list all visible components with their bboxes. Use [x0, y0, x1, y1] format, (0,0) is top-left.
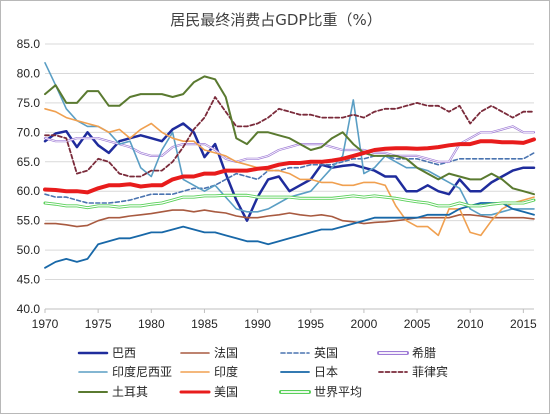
- y-tick-label: 50.0: [17, 243, 41, 257]
- y-tick-label: 40.0: [17, 302, 41, 316]
- y-tick-label: 85.0: [17, 37, 41, 51]
- series-line-6: [44, 108, 535, 237]
- legend-item: 世界平均: [279, 385, 362, 399]
- legend-item: 土耳其: [78, 385, 148, 399]
- x-tick-label: 2005: [404, 317, 431, 331]
- series-line-2: [44, 209, 535, 228]
- series-line-path: [44, 209, 535, 228]
- legend-item: 日本: [280, 365, 338, 379]
- axes: 40.0 45.0 50.0 55.0 60.0 65.0 70.0 75.0 80.0 85.0…: [17, 37, 537, 331]
- series-lines: [43, 61, 536, 269]
- series-line-8: [44, 96, 535, 178]
- legend-item: 希腊: [377, 345, 436, 360]
- legend-item: 法国: [180, 346, 238, 360]
- legend-item: 美国: [179, 385, 238, 399]
- y-tick-label: 75.0: [17, 96, 41, 110]
- legend-item: 印度: [180, 364, 238, 379]
- legend-label: 法国: [214, 346, 238, 360]
- y-tick-label: 60.0: [17, 184, 41, 198]
- x-tick-label: 2015: [510, 317, 537, 331]
- x-tick-label: 1985: [191, 317, 218, 331]
- series-line-path: [43, 122, 536, 222]
- series-line-path: [44, 108, 535, 237]
- y-tick-label: 70.0: [17, 125, 41, 139]
- series-line-path: [44, 75, 535, 196]
- series-line-9: [44, 75, 535, 196]
- y-tick-label: 55.0: [17, 214, 41, 228]
- legend-item: 印度尼西亚: [78, 364, 172, 379]
- legend-label: 日本: [314, 365, 338, 379]
- series-line-path: [44, 152, 535, 204]
- x-tick-label: 1970: [32, 317, 59, 331]
- legend-label: 世界平均: [314, 385, 362, 399]
- x-tick-label: 1990: [244, 317, 271, 331]
- y-tick-label: 80.0: [17, 66, 41, 80]
- x-tick-label: 1995: [297, 317, 324, 331]
- series-line-1: [43, 122, 536, 222]
- series-line-path: [44, 96, 535, 178]
- legend-label: 印度: [214, 364, 238, 379]
- y-tick-label: 45.0: [17, 273, 41, 287]
- legend-label: 希腊: [412, 345, 436, 360]
- legend-label: 英国: [314, 346, 338, 360]
- x-tick-label: 2000: [351, 317, 378, 331]
- series-line-11: [43, 193, 536, 210]
- series-line-3: [44, 152, 535, 204]
- series-line-path: [44, 202, 535, 269]
- series-line-inner: [44, 194, 535, 209]
- legend-item: 菲律宾: [378, 364, 448, 379]
- series-line-path: [43, 137, 536, 195]
- x-tick-label: 2010: [457, 317, 484, 331]
- legend-label: 美国: [214, 385, 238, 399]
- chart-title: 居民最终消费占GDP比重（%）: [170, 11, 381, 29]
- x-tick-label: 1975: [85, 317, 112, 331]
- series-line-inner: [44, 126, 534, 163]
- legend-label: 土耳其: [112, 385, 148, 399]
- series-line-4: [43, 125, 536, 163]
- series-line-10: [43, 137, 536, 195]
- legend-item: 英国: [280, 346, 338, 360]
- y-tick-label: 65.0: [17, 155, 41, 169]
- x-tick-label: 1980: [138, 317, 165, 331]
- legend-label: 印度尼西亚: [112, 364, 172, 379]
- legend-label: 巴西: [112, 346, 136, 360]
- legend-label: 菲律宾: [412, 364, 448, 379]
- legend-item: 巴西: [77, 346, 136, 360]
- series-line-7: [44, 202, 535, 269]
